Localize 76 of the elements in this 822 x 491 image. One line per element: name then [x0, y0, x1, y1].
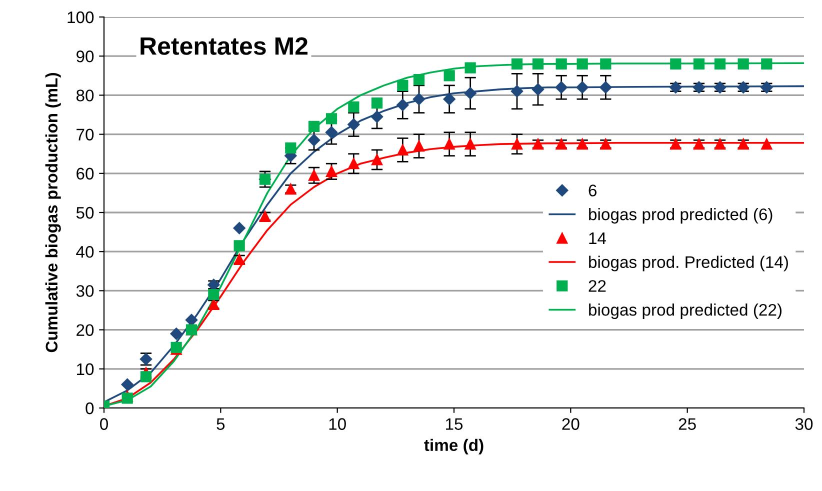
point: [444, 70, 455, 82]
point: [397, 80, 408, 91]
point: [693, 58, 705, 70]
x-tick-label: 5: [216, 418, 225, 430]
point: [326, 166, 338, 177]
point: [510, 85, 524, 98]
x-axis-title: time (d): [424, 438, 484, 454]
y-tick-label: 60: [76, 168, 94, 180]
point: [370, 110, 384, 123]
legend-label: biogas prod. Predicted (14): [589, 256, 788, 272]
point: [285, 142, 296, 154]
point: [121, 378, 134, 391]
point: [140, 371, 152, 382]
y-axis-title: Cumulative biogas production (mL): [45, 73, 61, 352]
point: [761, 138, 772, 150]
y-tick-label: 90: [76, 50, 94, 62]
legend-label: biogas prod predicted (6): [589, 208, 772, 224]
point: [170, 328, 182, 340]
point: [532, 83, 544, 96]
point: [326, 113, 338, 124]
y-tick-label: 0: [86, 402, 94, 414]
point: [348, 101, 360, 112]
point: [444, 138, 455, 150]
point: [122, 392, 133, 404]
y-tick-label: 50: [76, 206, 94, 219]
point: [234, 240, 245, 252]
point: [600, 81, 612, 94]
point: [738, 58, 749, 70]
point: [412, 93, 426, 106]
point: [761, 58, 772, 70]
point: [511, 138, 523, 150]
x-tick-label: 25: [678, 418, 696, 430]
x-tick-label: 15: [446, 418, 463, 430]
point: [555, 81, 568, 94]
y-tick-label: 80: [76, 90, 94, 102]
y-tick-label: 40: [76, 246, 94, 258]
point: [464, 87, 476, 100]
point: [576, 81, 588, 94]
point: [208, 289, 220, 300]
x-tick-label: 0: [100, 418, 108, 430]
point: [308, 134, 320, 146]
point: [371, 154, 383, 166]
point: [308, 120, 320, 132]
y-tick-label: 30: [76, 285, 94, 297]
point: [714, 58, 726, 70]
x-tick-label: 10: [329, 418, 346, 430]
point: [443, 93, 456, 106]
x-tick-label: 20: [562, 418, 580, 430]
point: [556, 58, 567, 70]
text: Retentates M2: [140, 37, 308, 55]
point: [371, 97, 383, 109]
point: [576, 58, 588, 70]
point: [325, 126, 338, 138]
y-tick-label: 20: [76, 324, 94, 336]
y-tick-label: 10: [77, 363, 94, 376]
point: [532, 58, 544, 70]
point: [600, 58, 612, 70]
point: [511, 58, 523, 70]
point: [396, 98, 409, 112]
legend-label: 22: [588, 280, 606, 292]
point: [348, 158, 360, 170]
x-tick-label: 30: [795, 418, 813, 430]
point: [308, 170, 320, 181]
point: [464, 138, 476, 150]
legend-label: biogas prod predicted (22): [589, 304, 782, 320]
point: [464, 62, 476, 74]
point: [348, 118, 360, 131]
y-tick-label: 100: [68, 11, 94, 24]
point: [670, 58, 682, 70]
y-tick-label: 70: [76, 128, 94, 141]
point: [413, 140, 425, 152]
point: [413, 74, 425, 86]
point: [233, 222, 246, 234]
legend-label: 6: [588, 184, 597, 196]
legend-label: 14: [589, 232, 606, 244]
point: [397, 144, 408, 156]
